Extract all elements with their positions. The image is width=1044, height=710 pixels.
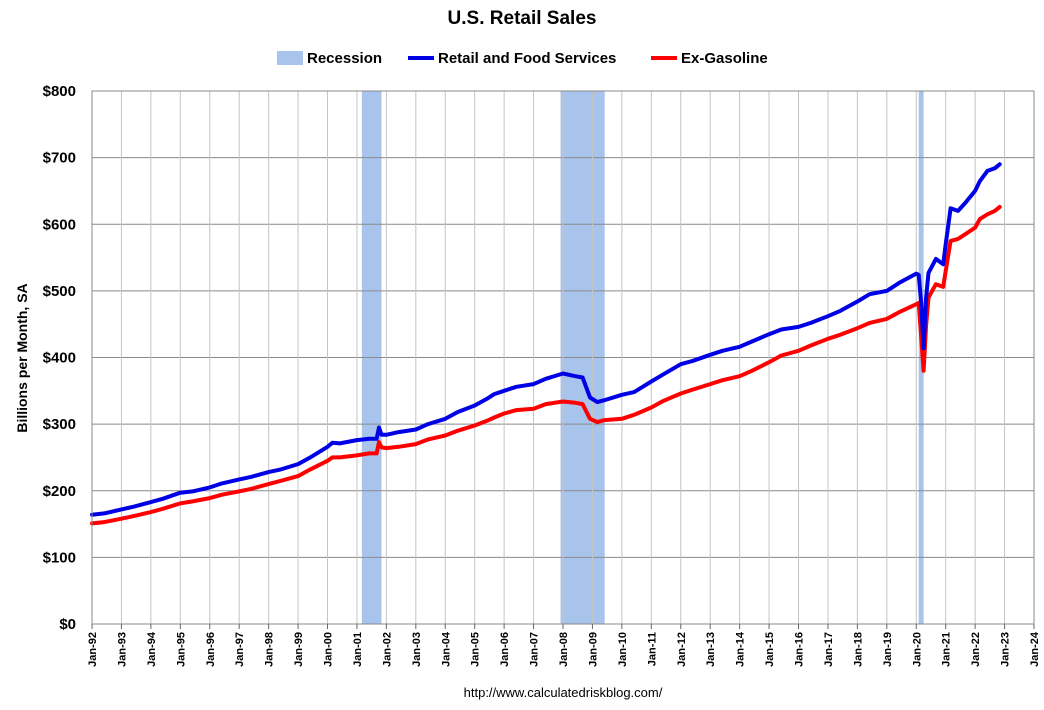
x-tick-label-15: Jan-07 bbox=[529, 632, 541, 667]
x-tick-label-31: Jan-23 bbox=[1000, 632, 1012, 667]
legend: Recession Retail and Food Services Ex-Ga… bbox=[277, 50, 768, 67]
x-tick-label-32: Jan-24 bbox=[1029, 631, 1041, 667]
x-tick-label-2: Jan-94 bbox=[146, 631, 158, 667]
x-tick-label-10: Jan-02 bbox=[381, 632, 393, 667]
x-tick-label-27: Jan-19 bbox=[882, 632, 894, 667]
legend-label-retail: Retail and Food Services bbox=[438, 50, 616, 67]
x-tick-label-26: Jan-18 bbox=[852, 632, 864, 667]
x-tick-label-8: Jan-00 bbox=[323, 632, 335, 667]
x-tick-label-7: Jan-99 bbox=[293, 632, 305, 667]
x-tick-label-23: Jan-15 bbox=[764, 632, 776, 667]
y-tick-label-0: $0 bbox=[59, 616, 76, 633]
x-tick-label-17: Jan-09 bbox=[587, 632, 599, 667]
series-line-retail-and-food-services bbox=[90, 162, 1002, 517]
legend-label-exgas: Ex-Gasoline bbox=[681, 50, 768, 67]
x-tick-label-1: Jan-93 bbox=[116, 632, 128, 667]
y-axis-ticks: $0 $100 $200 $300 $400 $500 $600 $700 $800 bbox=[43, 83, 76, 633]
legend-label-recession: Recession bbox=[307, 50, 382, 67]
y-tick-label-8: $800 bbox=[43, 83, 76, 100]
y-tick-label-1: $100 bbox=[43, 549, 76, 566]
y-tick-label-7: $700 bbox=[43, 150, 76, 167]
x-tick-label-19: Jan-11 bbox=[646, 632, 658, 666]
x-tick-label-24: Jan-16 bbox=[794, 632, 806, 667]
series-lines bbox=[90, 162, 1002, 526]
x-tick-label-9: Jan-01 bbox=[352, 632, 364, 667]
legend-recession-swatch bbox=[277, 51, 303, 65]
x-tick-label-12: Jan-04 bbox=[440, 631, 452, 667]
x-tick-label-25: Jan-17 bbox=[823, 632, 835, 667]
x-tick-label-5: Jan-97 bbox=[234, 632, 246, 667]
x-tick-label-0: Jan-92 bbox=[87, 632, 99, 667]
y-tick-label-2: $200 bbox=[43, 483, 76, 500]
y-tick-label-4: $400 bbox=[43, 350, 76, 367]
x-tick-label-18: Jan-10 bbox=[617, 632, 629, 667]
y-tick-label-3: $300 bbox=[43, 416, 76, 433]
x-tick-label-6: Jan-98 bbox=[264, 632, 276, 667]
gridlines bbox=[91, 90, 1035, 625]
x-tick-label-16: Jan-08 bbox=[558, 632, 570, 667]
y-axis-label: Billions per Month, SA bbox=[14, 283, 30, 432]
x-tick-label-20: Jan-12 bbox=[676, 632, 688, 667]
chart-title: U.S. Retail Sales bbox=[448, 8, 597, 29]
x-tick-label-3: Jan-95 bbox=[175, 632, 187, 667]
x-tick-label-28: Jan-20 bbox=[911, 632, 923, 667]
x-axis-ticks: Jan-92 Jan-93 Jan-94 Jan-95 Jan-96 Jan-97 Jan-… bbox=[87, 624, 1041, 667]
x-tick-label-22: Jan-14 bbox=[735, 631, 747, 667]
x-tick-label-11: Jan-03 bbox=[411, 632, 423, 667]
y-tick-label-6: $600 bbox=[43, 216, 76, 233]
x-tick-label-13: Jan-05 bbox=[470, 632, 482, 667]
x-tick-label-30: Jan-22 bbox=[970, 632, 982, 667]
series-line-ex-gasoline bbox=[90, 204, 1002, 526]
y-tick-label-5: $500 bbox=[43, 283, 76, 300]
x-tick-label-14: Jan-06 bbox=[499, 632, 511, 667]
x-tick-label-4: Jan-96 bbox=[205, 632, 217, 667]
x-tick-label-21: Jan-13 bbox=[705, 632, 717, 667]
source-url: http://www.calculatedriskblog.com/ bbox=[464, 685, 663, 700]
x-tick-label-29: Jan-21 bbox=[941, 632, 953, 667]
